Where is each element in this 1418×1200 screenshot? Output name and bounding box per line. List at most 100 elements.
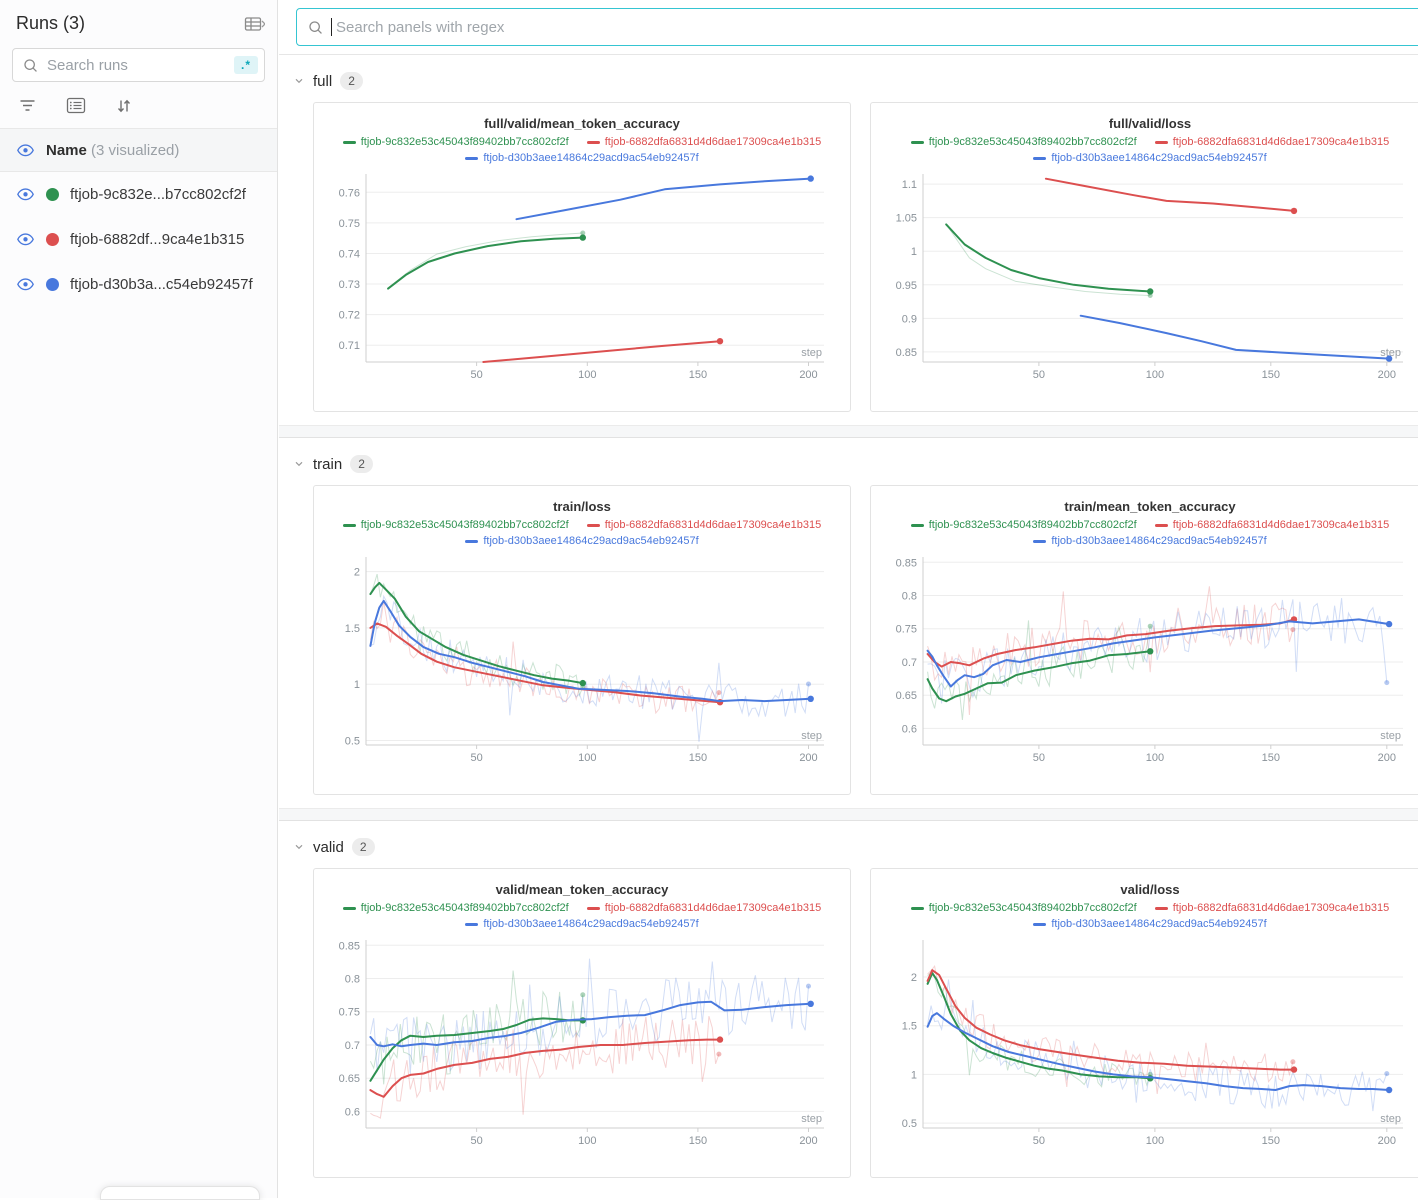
svg-text:0.85: 0.85 bbox=[339, 940, 360, 952]
legend-item: ftjob-6882dfa6831d4d6dae17309ca4e1b315 bbox=[1154, 135, 1389, 150]
run-row[interactable]: ftjob-6882df...9ca4e1b315 bbox=[0, 217, 277, 262]
chart-title: valid/mean_token_accuracy bbox=[495, 882, 669, 897]
svg-text:0.85: 0.85 bbox=[896, 557, 917, 569]
text-caret bbox=[331, 18, 332, 36]
chart-panel[interactable]: full/valid/mean_token_accuracy ftjob-9c8… bbox=[313, 102, 851, 412]
chart-legend: ftjob-9c832e53c45043f89402bb7cc802cf2f ft… bbox=[887, 900, 1413, 930]
legend-dash-icon bbox=[465, 923, 479, 926]
svg-text:50: 50 bbox=[1033, 752, 1045, 764]
legend-item: ftjob-9c832e53c45043f89402bb7cc802cf2f bbox=[910, 901, 1137, 916]
chart-panel[interactable]: valid/mean_token_accuracy ftjob-9c832e53… bbox=[313, 868, 851, 1178]
chart-panel[interactable]: valid/loss ftjob-9c832e53c45043f89402bb7… bbox=[870, 868, 1418, 1178]
svg-text:200: 200 bbox=[1378, 752, 1396, 764]
legend-item: ftjob-d30b3aee14864c29acd9ac54eb92457f bbox=[1033, 534, 1267, 547]
eye-icon[interactable] bbox=[16, 187, 35, 202]
search-panels-input[interactable] bbox=[334, 17, 1418, 37]
svg-text:0.75: 0.75 bbox=[339, 1007, 360, 1019]
svg-text:0.7: 0.7 bbox=[345, 1040, 360, 1052]
svg-text:150: 150 bbox=[689, 1135, 707, 1147]
legend-item: ftjob-6882dfa6831d4d6dae17309ca4e1b315 bbox=[586, 901, 821, 916]
run-color-dot bbox=[46, 278, 59, 291]
legend-item: ftjob-6882dfa6831d4d6dae17309ca4e1b315 bbox=[1154, 518, 1389, 533]
svg-text:100: 100 bbox=[578, 752, 596, 764]
svg-text:0.75: 0.75 bbox=[896, 624, 917, 636]
legend-dash-icon bbox=[1033, 540, 1047, 543]
svg-text:200: 200 bbox=[1378, 1135, 1396, 1147]
section-header[interactable]: train 2 bbox=[279, 438, 1418, 485]
legend-item: ftjob-d30b3aee14864c29acd9ac54eb92457f bbox=[1033, 917, 1267, 930]
chart-panel[interactable]: train/mean_token_accuracy ftjob-9c832e53… bbox=[870, 485, 1418, 795]
panels-main: full 2 full/valid/mean_token_accuracy ft… bbox=[279, 0, 1418, 1198]
section-label: valid bbox=[313, 838, 344, 856]
svg-text:1.5: 1.5 bbox=[902, 1021, 917, 1033]
eye-icon[interactable] bbox=[16, 232, 35, 247]
svg-text:0.95: 0.95 bbox=[896, 280, 917, 292]
chart-panel[interactable]: full/valid/loss ftjob-9c832e53c45043f894… bbox=[870, 102, 1418, 412]
chart-title: train/mean_token_accuracy bbox=[1064, 499, 1236, 514]
regex-toggle[interactable]: .* bbox=[233, 56, 258, 74]
legend-item: ftjob-6882dfa6831d4d6dae17309ca4e1b315 bbox=[586, 518, 821, 533]
svg-text:150: 150 bbox=[1262, 369, 1280, 381]
section-count-badge: 2 bbox=[350, 455, 373, 473]
svg-text:50: 50 bbox=[1033, 1135, 1045, 1147]
search-runs-input[interactable] bbox=[45, 55, 228, 75]
legend-dash-icon bbox=[1154, 907, 1168, 910]
eye-icon[interactable] bbox=[16, 143, 35, 158]
svg-text:0.73: 0.73 bbox=[339, 279, 360, 291]
list-settings-icon[interactable] bbox=[66, 97, 86, 114]
chevron-down-icon bbox=[295, 461, 303, 467]
svg-text:50: 50 bbox=[1033, 369, 1045, 381]
sort-icon[interactable] bbox=[115, 97, 133, 115]
svg-text:50: 50 bbox=[470, 752, 482, 764]
run-row[interactable]: ftjob-9c832e...b7cc802cf2f bbox=[0, 172, 277, 217]
svg-text:0.7: 0.7 bbox=[902, 657, 917, 669]
svg-text:150: 150 bbox=[689, 752, 707, 764]
visualized-count: (3 visualized) bbox=[91, 141, 180, 159]
section-label: full bbox=[313, 72, 333, 90]
section-divider bbox=[279, 808, 1418, 821]
legend-item: ftjob-6882dfa6831d4d6dae17309ca4e1b315 bbox=[1154, 901, 1389, 916]
legend-item: ftjob-d30b3aee14864c29acd9ac54eb92457f bbox=[465, 534, 699, 547]
run-row[interactable]: ftjob-d30b3a...c54eb92457f bbox=[0, 262, 277, 307]
section-header[interactable]: valid 2 bbox=[279, 821, 1418, 868]
legend-item: ftjob-9c832e53c45043f89402bb7cc802cf2f bbox=[342, 518, 569, 533]
svg-text:100: 100 bbox=[578, 1135, 596, 1147]
svg-text:100: 100 bbox=[1146, 752, 1164, 764]
section-count-badge: 2 bbox=[351, 838, 375, 856]
legend-dash-icon bbox=[910, 907, 924, 910]
chart-plot: 0.6 0.65 0.7 0.75 0.8 0.85 50 100 150 200 step bbox=[339, 940, 824, 1147]
legend-dash-icon bbox=[342, 907, 356, 910]
eye-icon[interactable] bbox=[16, 277, 35, 292]
runs-table-icon[interactable] bbox=[243, 14, 265, 34]
legend-item: ftjob-d30b3aee14864c29acd9ac54eb92457f bbox=[465, 151, 699, 164]
svg-text:step: step bbox=[801, 730, 822, 742]
runs-search-box: .* bbox=[12, 48, 265, 82]
legend-dash-icon bbox=[342, 141, 356, 144]
svg-text:0.8: 0.8 bbox=[902, 591, 917, 603]
chevron-down-icon bbox=[295, 844, 303, 850]
chart-legend: ftjob-9c832e53c45043f89402bb7cc802cf2f ft… bbox=[887, 134, 1413, 164]
svg-text:200: 200 bbox=[799, 752, 817, 764]
name-header-label: Name bbox=[46, 141, 87, 159]
filter-icon[interactable] bbox=[18, 97, 37, 114]
runs-name-header: Name (3 visualized) bbox=[0, 129, 277, 172]
chart-legend: ftjob-9c832e53c45043f89402bb7cc802cf2f ft… bbox=[330, 900, 834, 930]
legend-item: ftjob-6882dfa6831d4d6dae17309ca4e1b315 bbox=[586, 135, 821, 150]
legend-dash-icon bbox=[1033, 157, 1047, 160]
svg-text:2: 2 bbox=[911, 972, 917, 984]
run-label: ftjob-6882df...9ca4e1b315 bbox=[70, 231, 245, 248]
search-icon bbox=[24, 58, 37, 72]
runs-title: Runs (3) bbox=[16, 13, 86, 33]
svg-text:0.5: 0.5 bbox=[902, 1118, 917, 1130]
chart-legend: ftjob-9c832e53c45043f89402bb7cc802cf2f ft… bbox=[330, 517, 834, 547]
svg-text:100: 100 bbox=[1146, 1135, 1164, 1147]
svg-text:0.72: 0.72 bbox=[339, 310, 360, 322]
chart-plot: 0.71 0.72 0.73 0.74 0.75 0.76 50 100 150 200 step bbox=[339, 174, 824, 381]
svg-text:50: 50 bbox=[470, 1135, 482, 1147]
section-header[interactable]: full 2 bbox=[279, 55, 1418, 102]
svg-text:1.1: 1.1 bbox=[902, 179, 917, 191]
legend-item: ftjob-9c832e53c45043f89402bb7cc802cf2f bbox=[342, 901, 569, 916]
chart-panel[interactable]: train/loss ftjob-9c832e53c45043f89402bb7… bbox=[313, 485, 851, 795]
svg-text:1: 1 bbox=[911, 1069, 917, 1081]
chart-title: train/loss bbox=[553, 499, 611, 514]
